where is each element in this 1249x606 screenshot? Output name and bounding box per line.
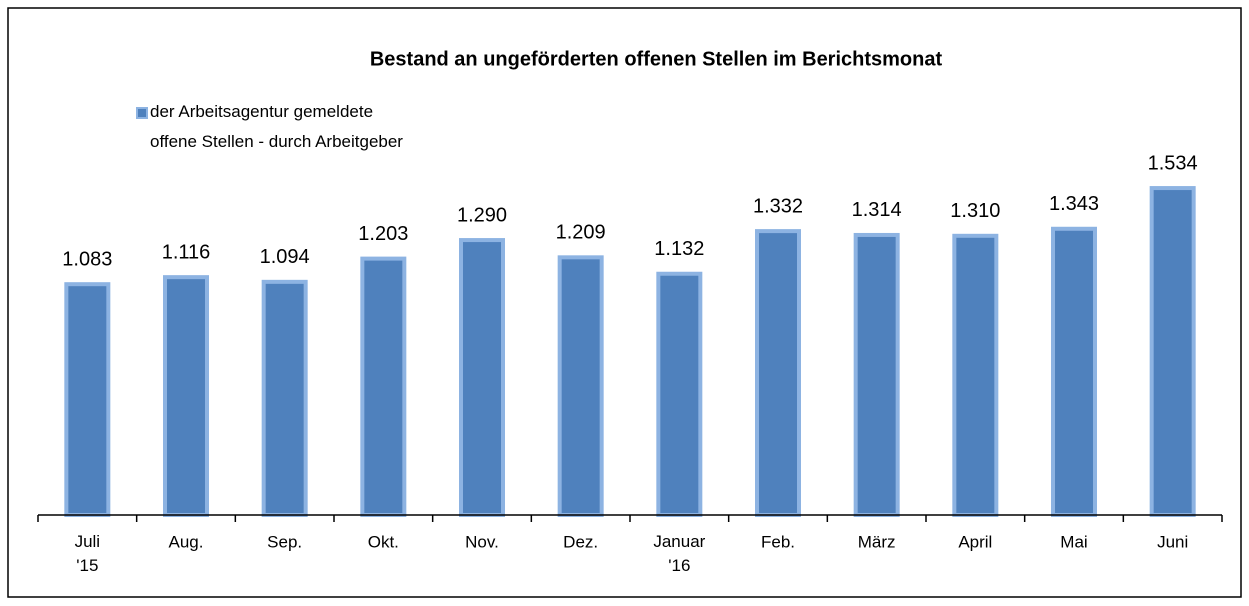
legend-label: der Arbeitsagentur gemeldete offene Stell… (150, 102, 403, 151)
chart-frame (7, 7, 1242, 598)
data-label: 1.343 (1049, 193, 1099, 215)
bar (952, 233, 999, 517)
bar (557, 255, 604, 517)
data-label: 1.332 (753, 195, 803, 217)
bar (755, 229, 801, 517)
data-label: 1.116 (162, 241, 211, 263)
x-tick-label: Mai (1060, 532, 1087, 551)
data-label: 1.290 (457, 204, 507, 226)
data-label: 1.094 (260, 246, 310, 268)
bar (1051, 226, 1097, 517)
data-label: 1.310 (950, 200, 1000, 222)
x-tick-label: Sep. (267, 532, 302, 551)
x-tick-label: Aug. (169, 532, 204, 551)
bar (1149, 186, 1196, 517)
legend-swatch (136, 107, 148, 119)
data-label: 1.209 (556, 222, 606, 244)
data-label: 1.314 (852, 199, 902, 221)
data-label: 1.203 (358, 223, 408, 245)
data-label: 1.083 (62, 248, 112, 270)
x-tick-label: Feb. (761, 532, 795, 551)
data-label: 1.534 (1148, 152, 1198, 174)
bar (360, 256, 407, 517)
x-tick-label: März (858, 532, 896, 551)
x-tick-label: Januar '16 (653, 532, 705, 575)
bar (853, 232, 900, 518)
x-tick-label: Juli '15 (75, 532, 101, 575)
bar (261, 279, 308, 517)
chart-title: Bestand an ungeförderten offenen Stellen… (370, 48, 943, 70)
bar (64, 282, 111, 518)
data-label: 1.132 (654, 238, 704, 260)
bar (656, 271, 703, 517)
x-tick-label: Juni (1157, 532, 1188, 551)
bar (459, 238, 505, 517)
x-tick-label: April (958, 532, 992, 551)
x-tick-label: Dez. (563, 532, 598, 551)
x-tick-label: Nov. (465, 532, 499, 551)
bar (163, 275, 209, 517)
x-tick-label: Okt. (368, 532, 399, 551)
